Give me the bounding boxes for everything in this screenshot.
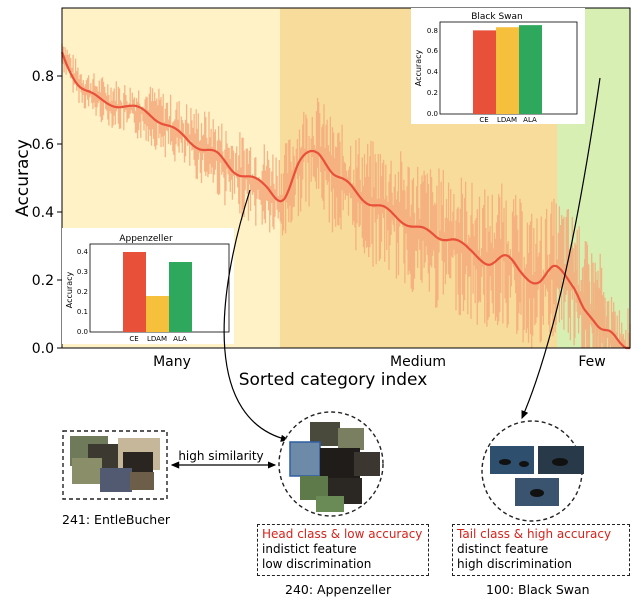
appenzeller-desc-line1: Head class & low accuracy — [262, 527, 423, 541]
inset-x-tick: ALA — [523, 116, 537, 124]
black-swan-desc-line1: Tail class & high accuracy — [457, 527, 612, 541]
inset-black-swan-title: Black Swan — [471, 12, 523, 22]
black-swan-desc-line3: high discrimination — [457, 557, 573, 571]
inset-x-tick: LDAM — [147, 335, 167, 343]
black-swan-caption: 100: Black Swan — [486, 582, 590, 597]
swan-shape — [530, 489, 544, 497]
region-label-many: Many — [153, 354, 191, 370]
swan-shape — [499, 459, 511, 465]
inset-y-tick: 0.3 — [77, 268, 88, 276]
y-tick-label: 0.4 — [32, 205, 54, 221]
photo-thumb — [100, 468, 132, 492]
y-axis-label: Accuracy — [13, 139, 33, 217]
inset-y-tick: 0.4 — [427, 68, 439, 76]
black-swan-desc-line2: distinct feature — [457, 542, 549, 556]
inset-x-tick: LDAM — [497, 116, 517, 124]
y-axis-ticks: 0.0 0.2 0.4 0.6 0.8 — [32, 69, 62, 357]
inset-bar-ala — [169, 262, 192, 332]
photo-thumb — [130, 472, 154, 490]
inset-y-tick: 0.2 — [77, 288, 88, 296]
photo-thumb — [289, 441, 321, 477]
region-label-medium: Medium — [390, 354, 446, 370]
appenzeller-caption: 240: Appenzeller — [285, 582, 392, 597]
y-tick-label: 0.6 — [32, 137, 54, 153]
y-tick-label: 0.8 — [32, 69, 54, 85]
connector-arrow-appenzeller — [223, 189, 290, 442]
appenzeller-description-box: Head class & low accuracy indistict feat… — [257, 524, 429, 576]
inset-appenzeller-ylabel: Accuracy — [65, 271, 74, 308]
plot-frame — [61, 7, 631, 349]
inset-y-tick: 0.8 — [427, 27, 438, 35]
inset-bar-ldam — [496, 27, 519, 114]
entlebucher-photos — [70, 436, 160, 492]
entlebucher-caption: 241: EntleBucher — [62, 512, 171, 527]
connector-arrow-black-swan — [521, 77, 601, 420]
inset-y-tick: 0.0 — [427, 110, 438, 118]
inset-black-swan-chart: Black Swan Accuracy 0.0 0.2 0.4 0.6 0.8 … — [411, 8, 585, 124]
inset-bar-ala — [519, 25, 542, 114]
inset-appenzeller-chart: Appenzeller Accuracy 0.0 0.1 0.2 0.3 0.4… — [62, 228, 234, 344]
inset-y-tick: 0.0 — [77, 328, 88, 336]
swan-shape — [519, 461, 529, 467]
photo-thumb — [354, 452, 380, 476]
inset-bar-ce — [123, 252, 146, 332]
y-tick-label: 0.2 — [32, 273, 54, 289]
black-swan-photos — [490, 446, 584, 506]
inset-y-tick: 0.6 — [427, 47, 439, 55]
inset-x-tick: ALA — [173, 335, 187, 343]
x-axis-label: Sorted category index — [239, 370, 428, 390]
inset-black-swan-ylabel: Accuracy — [414, 49, 423, 86]
inset-appenzeller-title: Appenzeller — [119, 234, 173, 244]
inset-y-tick: 0.4 — [77, 248, 89, 256]
inset-y-tick: 0.1 — [77, 308, 88, 316]
photo-thumb — [316, 496, 344, 512]
photo-thumb — [320, 448, 360, 478]
photo-thumb — [490, 446, 534, 474]
inset-y-tick: 0.2 — [427, 89, 438, 97]
black-swan-description-box: Tail class & high accuracy distinct feat… — [452, 524, 630, 576]
inset-bar-ldam — [146, 296, 169, 332]
photo-thumb — [72, 458, 102, 484]
inset-bar-ce — [473, 30, 496, 115]
smoothed-accuracy-line — [60, 51, 630, 350]
inset-x-tick: CE — [479, 116, 488, 124]
similarity-label: high similarity — [178, 449, 263, 463]
appenzeller-desc-line2: indistict feature — [262, 542, 357, 556]
y-tick-label: 0.0 — [32, 341, 54, 357]
appenzeller-photos — [289, 422, 380, 512]
appenzeller-desc-line3: low discrimination — [262, 557, 372, 571]
photo-thumb — [338, 428, 364, 450]
swan-shape — [552, 458, 568, 466]
inset-x-tick: CE — [129, 335, 138, 343]
region-label-few: Few — [578, 354, 605, 370]
